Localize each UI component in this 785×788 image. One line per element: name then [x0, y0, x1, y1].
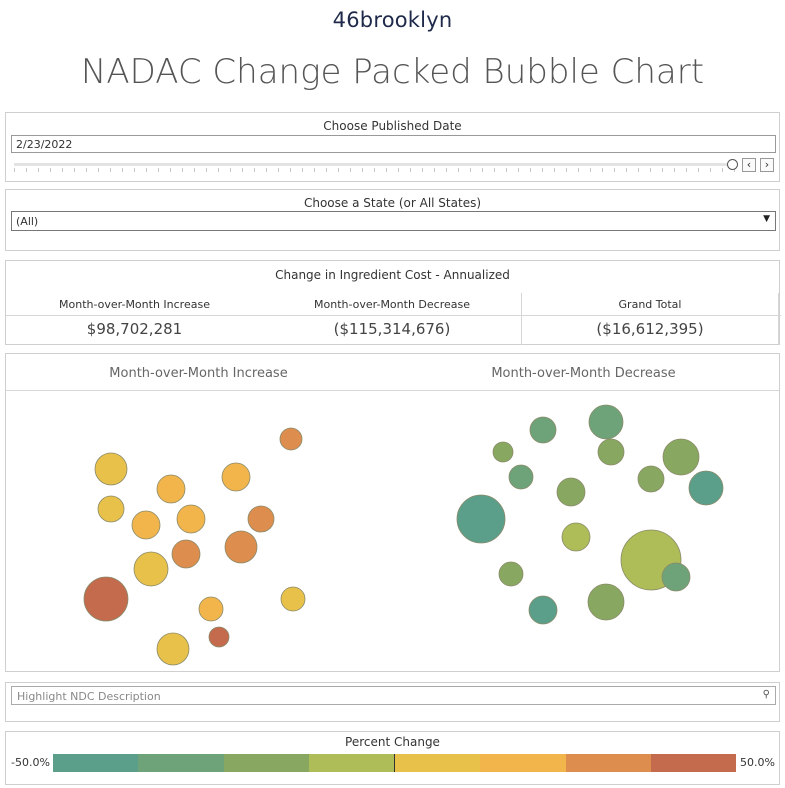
state-select-value: (All)	[16, 215, 39, 228]
table-divider	[6, 315, 781, 316]
bubble[interactable]	[156, 474, 186, 504]
bubble[interactable]	[176, 504, 206, 534]
bubble[interactable]	[280, 586, 306, 612]
bubble[interactable]	[171, 539, 201, 569]
bubble[interactable]	[156, 632, 190, 666]
decrease-value: ($115,314,676)	[333, 320, 451, 338]
increase-chart-header: Month-over-Month Increase	[109, 366, 288, 381]
grand-total-column: Grand Total ($16,612,395)	[521, 293, 779, 345]
state-select[interactable]: (All) ▼	[11, 211, 776, 231]
grand-total-header: Grand Total	[618, 298, 682, 311]
increase-value: $98,702,281	[86, 320, 183, 338]
bubble[interactable]	[198, 596, 224, 622]
decrease-chart-header: Month-over-Month Decrease	[491, 366, 676, 381]
bubble[interactable]	[247, 505, 275, 533]
bubble[interactable]	[94, 452, 128, 486]
bubble[interactable]	[131, 510, 161, 540]
chevron-right-icon: ›	[764, 158, 770, 171]
grand-total-value: ($16,612,395)	[596, 320, 704, 338]
increase-column: Month-over-Month Increase $98,702,281	[6, 293, 263, 345]
bubble[interactable]	[221, 462, 251, 492]
caret-down-icon[interactable]: ▼	[763, 214, 770, 224]
bubble[interactable]	[279, 427, 303, 451]
page-title: NADAC Change Packed Bubble Chart	[80, 52, 705, 92]
date-slider-thumb[interactable]	[727, 159, 738, 170]
bubble[interactable]	[97, 495, 125, 523]
bubble[interactable]	[224, 530, 258, 564]
packed-bubble-chart[interactable]	[6, 354, 779, 671]
date-filter-label: Choose Published Date	[323, 119, 462, 133]
bubble-chart-panel: Month-over-Month Increase Month-over-Mon…	[5, 353, 780, 672]
summary-table: Change in Ingredient Cost - Annualized M…	[5, 260, 781, 345]
next-date-button[interactable]: ›	[760, 158, 774, 172]
date-slider-track[interactable]	[14, 163, 736, 166]
date-slider-ticks	[14, 168, 736, 172]
prev-date-button[interactable]: ‹	[742, 158, 756, 172]
brand-logo: 46brooklyn	[332, 8, 453, 32]
chart-header-divider	[6, 390, 779, 391]
bubble[interactable]	[208, 626, 230, 648]
decrease-header: Month-over-Month Decrease	[314, 298, 470, 311]
summary-table-title: Change in Ingredient Cost - Annualized	[275, 268, 510, 282]
increase-header: Month-over-Month Increase	[59, 298, 210, 311]
chevron-left-icon: ‹	[746, 158, 752, 171]
increase-bubble-cluster[interactable]	[83, 427, 306, 666]
decrease-column: Month-over-Month Decrease ($115,314,676)	[263, 293, 521, 345]
bubble[interactable]	[83, 576, 129, 622]
date-filter-panel: Choose Published Date 2/23/2022 ‹ ›	[5, 112, 780, 182]
state-filter-label: Choose a State (or All States)	[303, 196, 482, 210]
date-input[interactable]: 2/23/2022	[11, 135, 776, 153]
state-filter-panel: Choose a State (or All States) (All) ▼	[5, 189, 780, 251]
bubble[interactable]	[133, 551, 169, 587]
